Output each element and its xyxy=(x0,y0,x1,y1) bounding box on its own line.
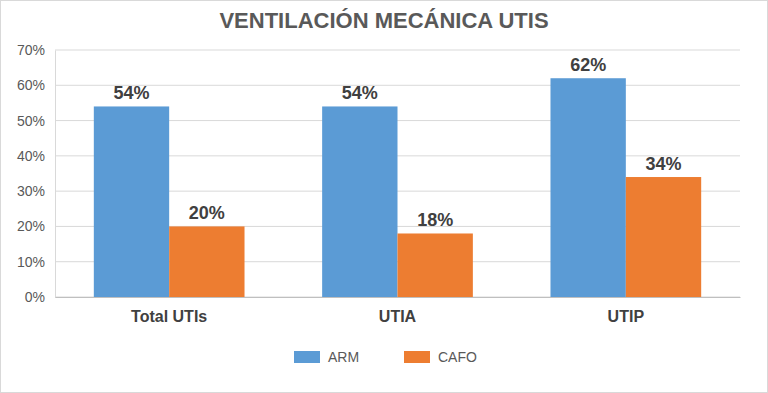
y-tick: 10% xyxy=(17,254,55,270)
data-label: 18% xyxy=(417,210,453,230)
y-tick-label: 10% xyxy=(17,254,45,270)
legend: ARM CAFO xyxy=(294,349,477,365)
legend-item: CAFO xyxy=(404,349,477,365)
data-label: 34% xyxy=(645,154,681,174)
y-tick-label: 20% xyxy=(17,218,45,234)
grid-line xyxy=(55,50,740,51)
x-tick: Total UTIs xyxy=(131,297,207,325)
bar xyxy=(94,106,169,297)
data-label: 20% xyxy=(189,203,225,223)
y-tick-label: 50% xyxy=(17,113,45,129)
x-tick-label: UTIP xyxy=(608,308,645,325)
grid-line xyxy=(55,85,740,86)
y-tick: 60% xyxy=(17,77,55,93)
x-tick: UTIP xyxy=(608,297,645,325)
data-label: 54% xyxy=(113,83,149,103)
y-tick-label: 70% xyxy=(17,42,45,58)
x-tick-label: Total UTIs xyxy=(131,308,207,325)
legend-swatch xyxy=(404,351,430,363)
y-tick-label: 0% xyxy=(25,289,45,305)
data-label: 54% xyxy=(342,83,378,103)
chart-title: VENTILACIÓN MECÁNICA UTIS xyxy=(219,8,548,33)
x-tick-label: UTIA xyxy=(379,308,417,325)
y-tick: 30% xyxy=(17,183,55,199)
legend-item: ARM xyxy=(294,349,359,365)
x-axis-line xyxy=(56,297,741,298)
bar xyxy=(550,78,625,297)
legend-label: ARM xyxy=(328,349,359,365)
chart-svg: VENTILACIÓN MECÁNICA UTIS 0% 10% 20% 30% 40% 5… xyxy=(0,0,768,393)
y-tick-label: 30% xyxy=(17,183,45,199)
plot-area: 0% 10% 20% 30% 40% 50% 60% 70% 54% 54% 62% 20% 18% 34… xyxy=(17,42,741,325)
y-axis: 0% 10% 20% 30% 40% 50% 60% 70% xyxy=(17,42,56,305)
y-tick: 40% xyxy=(17,148,55,164)
bar xyxy=(322,106,397,297)
x-tick: UTIA xyxy=(379,297,417,325)
bars xyxy=(94,78,701,297)
bar xyxy=(169,226,244,297)
y-tick: 50% xyxy=(17,113,55,129)
x-axis: Total UTIs UTIA UTIP xyxy=(56,297,741,325)
data-labels: 54% 54% 62% 20% 18% 34% xyxy=(113,55,681,230)
y-tick-label: 60% xyxy=(17,77,45,93)
bar xyxy=(398,233,473,297)
chart-background xyxy=(1,1,768,393)
data-label: 62% xyxy=(570,55,606,75)
y-tick: 70% xyxy=(17,42,55,58)
legend-swatch xyxy=(294,351,320,363)
y-tick: 0% xyxy=(25,289,55,305)
bar xyxy=(626,177,701,297)
y-tick-label: 40% xyxy=(17,148,45,164)
grid xyxy=(55,50,740,297)
y-tick: 20% xyxy=(17,218,55,234)
y-axis-line xyxy=(55,51,56,298)
legend-label: CAFO xyxy=(438,349,477,365)
